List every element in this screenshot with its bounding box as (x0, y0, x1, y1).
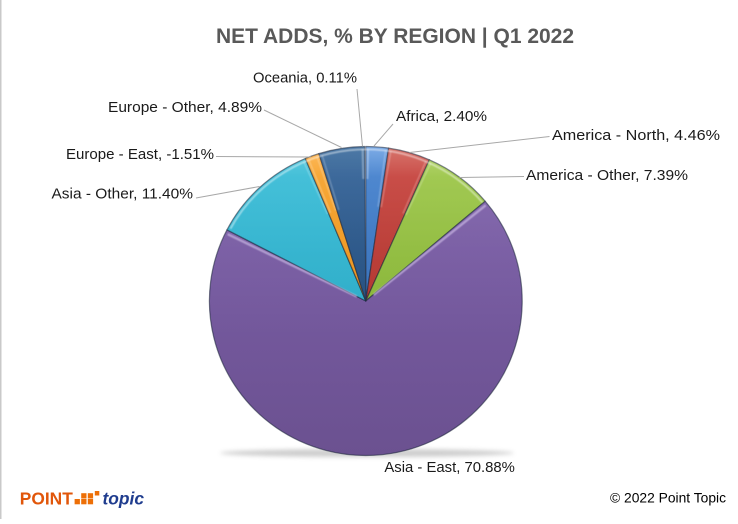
svg-text:Africa, 2.40%: Africa, 2.40% (396, 108, 487, 125)
svg-text:© 2022 Point Topic: © 2022 Point Topic (610, 490, 726, 506)
svg-text:POINT: POINT (20, 488, 73, 508)
svg-text:America - Other, 7.39%: America - Other, 7.39% (526, 167, 688, 184)
svg-text:Asia - Other, 11.40%: Asia - Other, 11.40% (52, 186, 194, 203)
svg-text:Oceania, 0.11%: Oceania, 0.11% (253, 70, 357, 87)
svg-text:Europe - East, -1.51%: Europe - East, -1.51% (66, 146, 214, 163)
svg-text:NET ADDS, % BY REGION | Q1 202: NET ADDS, % BY REGION | Q1 2022 (216, 24, 574, 48)
svg-text:America - North, 4.46%: America - North, 4.46% (552, 127, 720, 144)
svg-text:Asia - East, 70.88%: Asia - East, 70.88% (384, 459, 515, 476)
svg-text:topic: topic (103, 488, 145, 508)
svg-text:Europe - Other, 4.89%: Europe - Other, 4.89% (108, 99, 262, 116)
